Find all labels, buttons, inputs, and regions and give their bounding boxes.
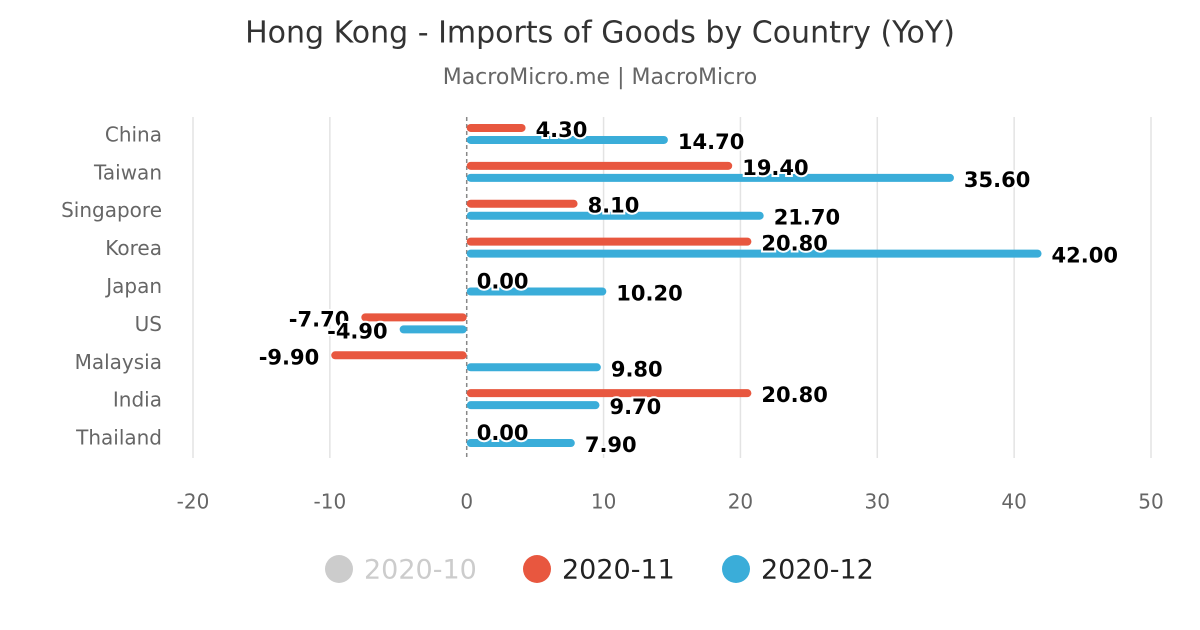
- y-tick-label: Japan: [104, 274, 162, 298]
- x-tick-label: 0: [460, 490, 473, 514]
- y-tick-label: Singapore: [61, 198, 162, 222]
- x-tick-label: 30: [865, 490, 890, 514]
- bar: [331, 351, 467, 360]
- legend-marker[interactable]: [722, 555, 750, 583]
- y-tick-label: China: [105, 122, 162, 146]
- chart-subtitle: MacroMicro.me | MacroMicro: [443, 65, 758, 90]
- x-tick-label: 20: [728, 490, 753, 514]
- chart-title: Hong Kong - Imports of Goods by Country …: [245, 16, 955, 51]
- y-tick-label: Malaysia: [75, 350, 162, 374]
- bar: [466, 287, 607, 296]
- legend-marker[interactable]: [325, 555, 353, 583]
- x-tick-label: 40: [1001, 490, 1026, 514]
- value-label: 19.40: [742, 156, 808, 180]
- legend-marker[interactable]: [523, 555, 551, 583]
- y-tick-label: Taiwan: [93, 160, 162, 184]
- value-label: 0.00: [477, 421, 529, 445]
- bar: [361, 313, 467, 322]
- value-label: 14.70: [678, 130, 744, 154]
- y-tick-label: US: [135, 312, 162, 336]
- value-label: 42.00: [1052, 244, 1118, 268]
- bar: [466, 123, 526, 132]
- value-label: 0.00: [477, 270, 529, 294]
- value-label: 4.30: [536, 118, 588, 142]
- bar: [466, 389, 752, 398]
- bar: [466, 237, 752, 246]
- value-label: -4.90: [327, 319, 388, 343]
- value-label: 7.90: [585, 433, 637, 457]
- bar: [466, 249, 1042, 258]
- value-label: 21.70: [774, 206, 840, 230]
- legend-label[interactable]: 2020-11: [562, 555, 675, 586]
- bar: [466, 135, 668, 144]
- value-label: 8.10: [588, 194, 640, 218]
- x-tick-label: 10: [591, 490, 616, 514]
- y-tick-label: Thailand: [75, 426, 162, 450]
- x-tick-label: -20: [177, 490, 210, 514]
- bar: [466, 439, 575, 448]
- bar: [466, 363, 601, 372]
- value-label: 9.70: [609, 395, 661, 419]
- bar: [466, 173, 954, 182]
- value-label: 20.80: [761, 383, 827, 407]
- value-label: 35.60: [964, 168, 1030, 192]
- bar: [466, 401, 600, 410]
- legend-label[interactable]: 2020-12: [761, 555, 874, 586]
- x-tick-label: 50: [1138, 490, 1163, 514]
- value-label: -9.90: [259, 345, 320, 369]
- bars: [331, 123, 1042, 448]
- legend-label[interactable]: 2020-10: [364, 555, 477, 586]
- value-label: 10.20: [616, 282, 682, 306]
- value-label: 9.80: [611, 357, 663, 381]
- value-label: -7.70: [289, 307, 350, 331]
- bar: [466, 161, 733, 170]
- value-label: 20.80: [761, 232, 827, 256]
- bar: [466, 199, 578, 208]
- y-tick-label: Korea: [105, 236, 162, 260]
- bar: [466, 211, 764, 220]
- legend: 2020-10 2020-11 2020-12: [325, 555, 874, 586]
- bar: [399, 325, 467, 334]
- y-tick-label: India: [113, 388, 162, 412]
- x-tick-label: -10: [314, 490, 347, 514]
